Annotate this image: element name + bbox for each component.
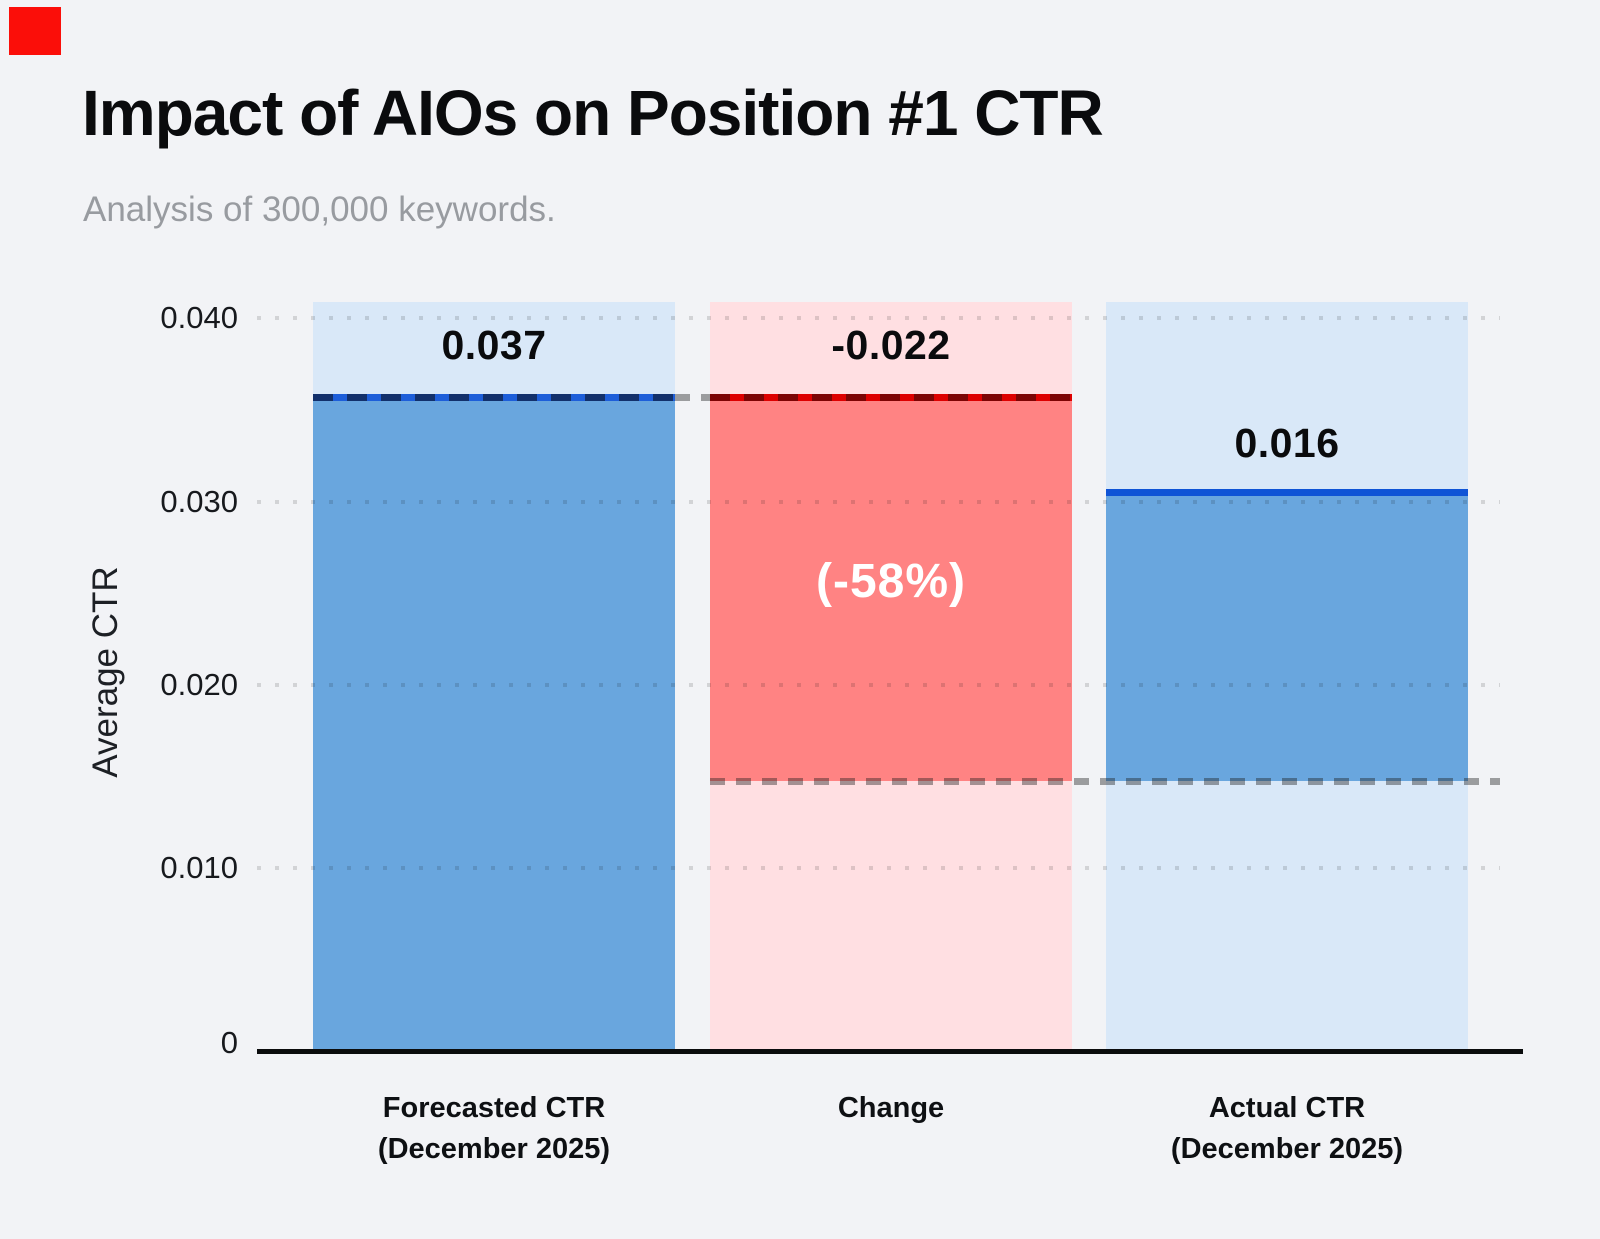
forecast-to-change-connector-dash xyxy=(675,394,710,401)
x-category-label-forecasted: Forecasted CTR (December 2025) xyxy=(284,1088,704,1170)
forecasted-top-dashed-line xyxy=(313,394,675,401)
red-square-recording-indicator xyxy=(9,7,61,55)
y-tick-label-0030: 0.030 xyxy=(160,484,238,519)
actual-top-solid-line xyxy=(1106,489,1468,496)
x-category-label-actual-line2: (December 2025) xyxy=(1170,1133,1404,1165)
change-value-label: -0.022 xyxy=(831,322,951,368)
actual-value-label: 0.016 xyxy=(1234,420,1340,466)
bar-change-fill xyxy=(710,399,1072,781)
gridline-0010 xyxy=(257,866,1500,870)
y-tick-label-0020: 0.020 xyxy=(160,667,238,702)
y-tick-label-0040: 0.040 xyxy=(160,300,238,335)
forecasted-value-label: 0.037 xyxy=(441,322,547,368)
x-category-label-change-line1: Change xyxy=(837,1092,945,1124)
gridline-0020 xyxy=(257,683,1500,687)
x-axis-line xyxy=(257,1049,1523,1054)
bar-forecasted-fill xyxy=(313,399,675,1049)
gridline-0030 xyxy=(257,500,1500,504)
x-category-label-change: Change xyxy=(681,1088,1101,1129)
x-category-label-forecasted-line1: Forecasted CTR xyxy=(382,1092,606,1124)
gridline-0040 xyxy=(257,316,1500,320)
x-category-label-actual-line1: Actual CTR xyxy=(1208,1092,1366,1124)
change-top-dashed-line xyxy=(710,394,1072,401)
chart-subtitle: Analysis of 300,000 keywords. xyxy=(83,190,556,229)
post-change-level-dashed-line xyxy=(710,778,1500,785)
bar-actual-fill xyxy=(1106,494,1468,781)
change-percent-label: (-58%) xyxy=(815,555,967,608)
x-category-label-forecasted-line2: (December 2025) xyxy=(377,1133,611,1165)
chart-title: Impact of AIOs on Position #1 CTR xyxy=(82,77,1104,149)
y-tick-label-0: 0 xyxy=(220,1025,238,1060)
x-category-label-actual: Actual CTR (December 2025) xyxy=(1077,1088,1497,1170)
y-tick-label-0010: 0.010 xyxy=(160,850,238,885)
